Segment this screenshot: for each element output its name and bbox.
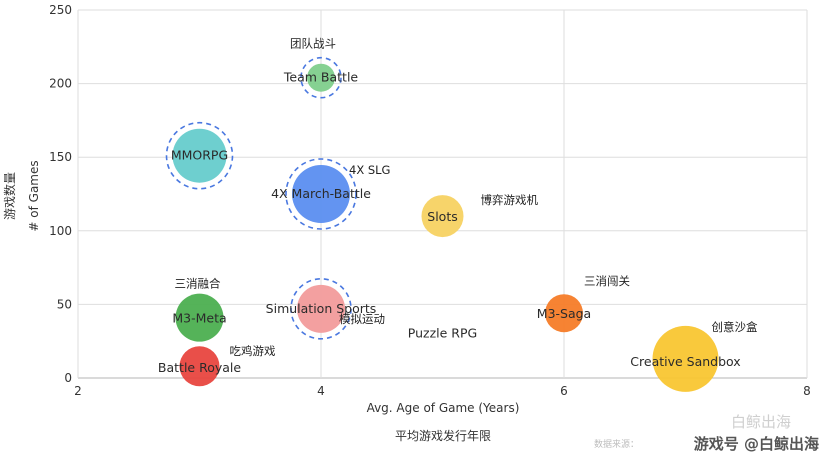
bubbles — [165, 56, 719, 392]
bubble-label-en: Puzzle RPG — [408, 325, 477, 340]
bubble-label-en: Team Battle — [283, 70, 359, 85]
bubble-label-cn: 博弈游戏机 — [481, 193, 539, 207]
bubble-label-cn: 团队战斗 — [290, 37, 336, 51]
bubble — [421, 195, 464, 238]
bubble-label-cn: 4X SLG — [349, 163, 390, 177]
bubble — [545, 294, 583, 333]
x-axis-title: Avg. Age of Game (Years) — [367, 401, 520, 415]
bubble-highlight-ring — [300, 56, 342, 99]
bubble-label-en: Creative Sandbox — [630, 354, 740, 369]
bubble-highlight-ring — [285, 158, 357, 230]
bubble-label-en: Slots — [427, 209, 457, 224]
watermark-faint: 白鲸出海 — [730, 413, 791, 431]
y-tick-label: 150 — [49, 150, 72, 164]
y-tick-label: 100 — [49, 224, 72, 238]
bubble — [297, 284, 345, 333]
bubble-label-en: MMORPG — [171, 148, 228, 163]
bubble — [175, 293, 224, 342]
bubble-label-cn: 三消融合 — [175, 277, 221, 291]
y-axis-title: # of Games — [27, 160, 41, 231]
bubble-label-en: Simulation Sports — [266, 301, 377, 316]
y-tick-label: 50 — [57, 297, 72, 311]
bubble — [307, 63, 335, 92]
x-tick-label: 2 — [74, 384, 82, 398]
watermark: 游戏号 @白鲸出海 — [693, 435, 819, 453]
bubble-label-cn: 三消闯关 — [584, 274, 630, 288]
x-tick-label: 6 — [560, 384, 568, 398]
bubble — [652, 325, 719, 392]
bubble — [179, 346, 220, 387]
x-tick-label: 8 — [803, 384, 811, 398]
bubble — [172, 128, 227, 183]
x-axis-ticks: 2 4 6 8 — [74, 384, 811, 398]
bubble-label-cn: 创意沙盒 — [712, 320, 758, 334]
y-tick-label: 0 — [64, 371, 72, 385]
y-axis-ticks: 0 50 100 150 200 250 — [49, 3, 72, 385]
bubble — [292, 165, 350, 223]
bubble-labels: Team Battle 团队战斗 MMORPG 4X March-Battle 4X S… — [158, 37, 758, 376]
bubble-label-en: M3-Saga — [537, 306, 591, 321]
x-tick-label: 4 — [317, 384, 325, 398]
bubble-label-en: M3-Meta — [172, 311, 226, 326]
bubble-label-cn: 吃鸡游戏 — [230, 344, 276, 358]
x-axis-title-cn: 平均游戏发行年限 — [395, 428, 491, 443]
y-tick-label: 250 — [49, 3, 72, 17]
bubble-label-en: Battle Royale — [158, 360, 241, 375]
bubble-label-en: 4X March-Battle — [271, 186, 371, 201]
watermark-source: 数据来源： — [593, 440, 639, 450]
bubble-label-cn: 模拟运动 — [339, 312, 385, 326]
y-tick-label: 200 — [49, 77, 72, 91]
bubble-highlight-ring — [165, 121, 234, 190]
bubble-highlight-ring — [290, 278, 352, 340]
y-axis-title-cn: 游戏数量 — [2, 172, 17, 220]
